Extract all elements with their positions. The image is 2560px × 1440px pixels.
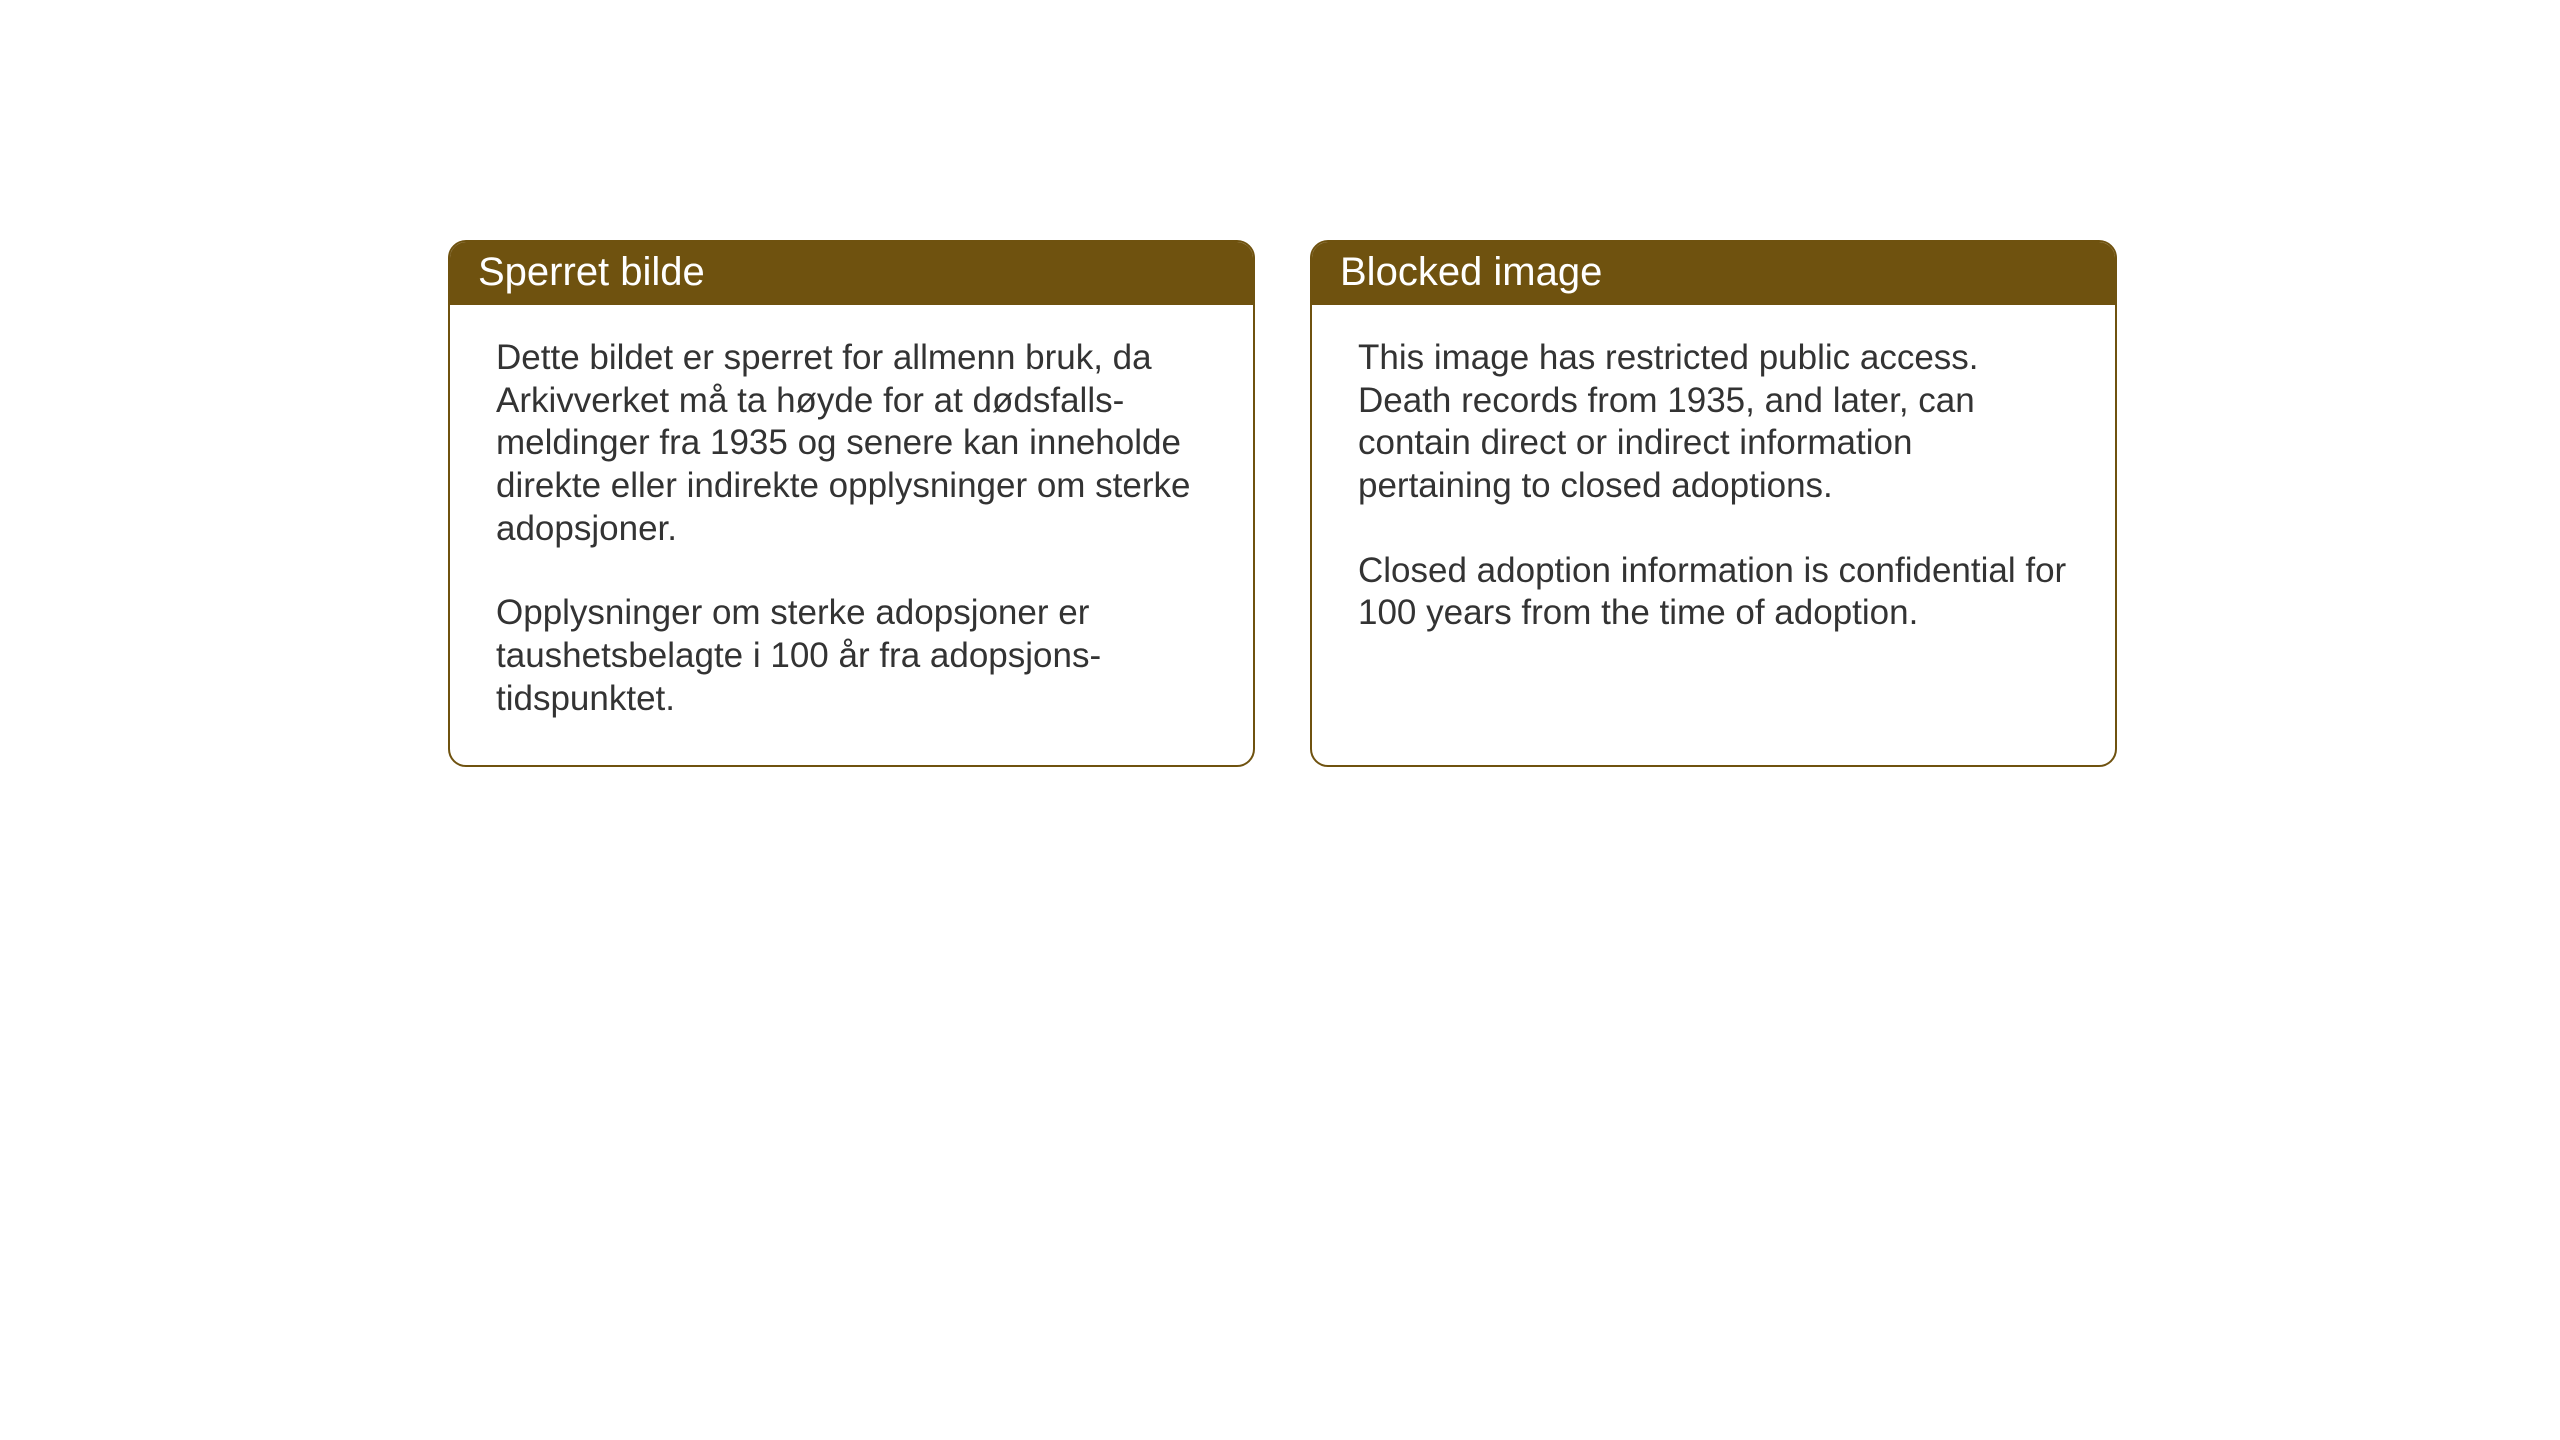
blocked-image-card-english: Blocked image This image has restricted … (1310, 240, 2117, 767)
cards-container: Sperret bilde Dette bildet er sperret fo… (448, 240, 2117, 767)
card-paragraph: Dette bildet er sperret for allmenn bruk… (496, 337, 1207, 550)
card-paragraph: This image has restricted public access.… (1358, 337, 2069, 508)
card-header-norwegian: Sperret bilde (450, 242, 1253, 305)
card-paragraph: Closed adoption information is confident… (1358, 550, 2069, 635)
blocked-image-card-norwegian: Sperret bilde Dette bildet er sperret fo… (448, 240, 1255, 767)
card-title-norwegian: Sperret bilde (478, 250, 705, 294)
card-body-norwegian: Dette bildet er sperret for allmenn bruk… (450, 305, 1253, 765)
card-header-english: Blocked image (1312, 242, 2115, 305)
card-body-english: This image has restricted public access.… (1312, 305, 2115, 737)
card-paragraph: Opplysninger om sterke adopsjoner er tau… (496, 592, 1207, 720)
card-title-english: Blocked image (1340, 250, 1602, 294)
